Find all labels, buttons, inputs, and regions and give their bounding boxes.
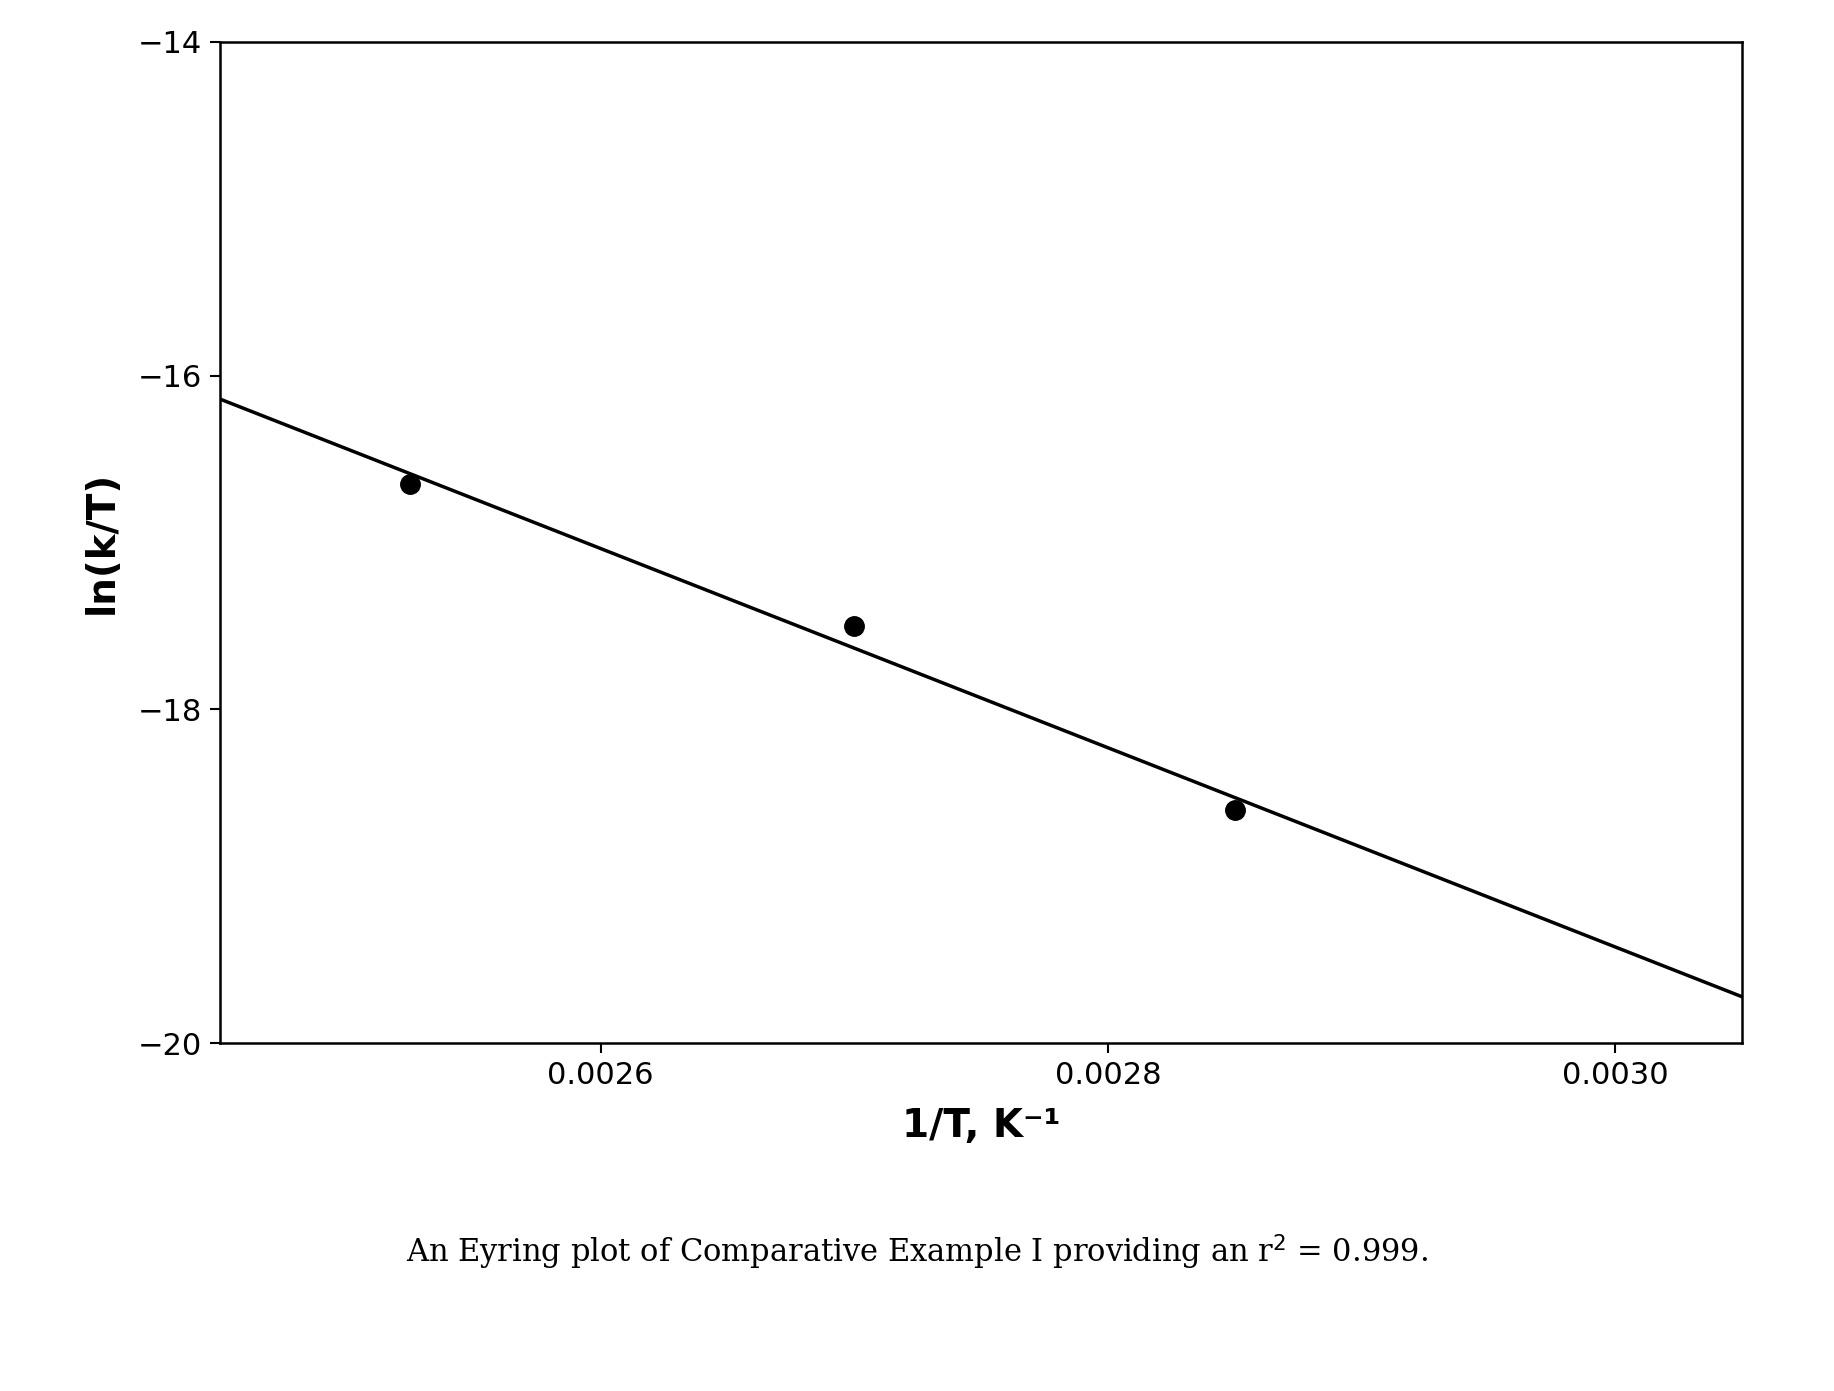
Point bbox=[396, 473, 425, 495]
Point bbox=[840, 615, 869, 637]
Text: An Eyring plot of Comparative Example I providing an r$^2$ = 0.999.: An Eyring plot of Comparative Example I … bbox=[405, 1232, 1429, 1271]
Y-axis label: ln(k/T): ln(k/T) bbox=[83, 472, 121, 613]
X-axis label: 1/T, K⁻¹: 1/T, K⁻¹ bbox=[902, 1107, 1060, 1145]
Point bbox=[1220, 798, 1249, 821]
